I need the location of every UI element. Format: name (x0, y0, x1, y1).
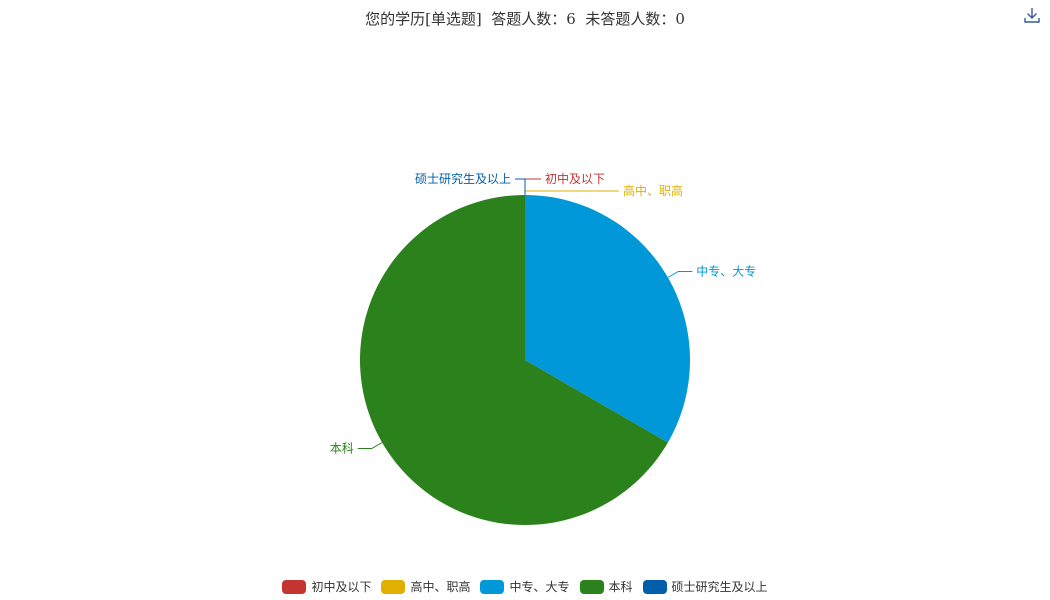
legend-swatch (480, 579, 505, 594)
slice-label: 本科 (330, 442, 354, 456)
legend-label: 硕士研究生及以上 (671, 580, 768, 594)
legend-swatch (642, 579, 667, 594)
legend-item[interactable]: 高中、职高 (381, 578, 470, 595)
download-icon[interactable] (1022, 6, 1042, 26)
pie-slice[interactable] (359, 194, 668, 525)
chart-legend: 初中及以下 高中、职高 中专、大专 本科 硕士研究生及以上 (0, 578, 1050, 595)
label-guide-line (667, 271, 693, 278)
pie-slices (359, 194, 690, 525)
legend-swatch (579, 579, 604, 594)
slice-label: 高中、职高 (623, 183, 683, 198)
legend-item[interactable]: 中专、大专 (480, 578, 570, 595)
legend-label: 初中及以下 (311, 580, 372, 594)
legend-item[interactable]: 硕士研究生及以上 (642, 578, 768, 595)
slice-label: 初中及以下 (545, 171, 605, 186)
legend-label: 中专、大专 (509, 580, 570, 594)
legend-label: 高中、职高 (410, 580, 471, 594)
legend-item[interactable]: 初中及以下 (282, 578, 371, 595)
pie-slice[interactable] (525, 195, 690, 443)
legend-label: 本科 (608, 580, 633, 594)
label-guide-line (524, 190, 619, 195)
label-guide-line (515, 178, 526, 195)
label-guide-line (524, 178, 541, 195)
legend-item[interactable]: 本科 (579, 578, 633, 595)
legend-swatch (381, 579, 406, 594)
slice-label: 中专、大专 (696, 264, 756, 279)
chart-title: 您的学历[单选题] 答题人数：6 未答题人数：0 (365, 10, 685, 28)
slice-label: 硕士研究生及以上 (415, 171, 511, 186)
label-guide-line (357, 442, 383, 449)
legend-swatch (282, 579, 307, 594)
